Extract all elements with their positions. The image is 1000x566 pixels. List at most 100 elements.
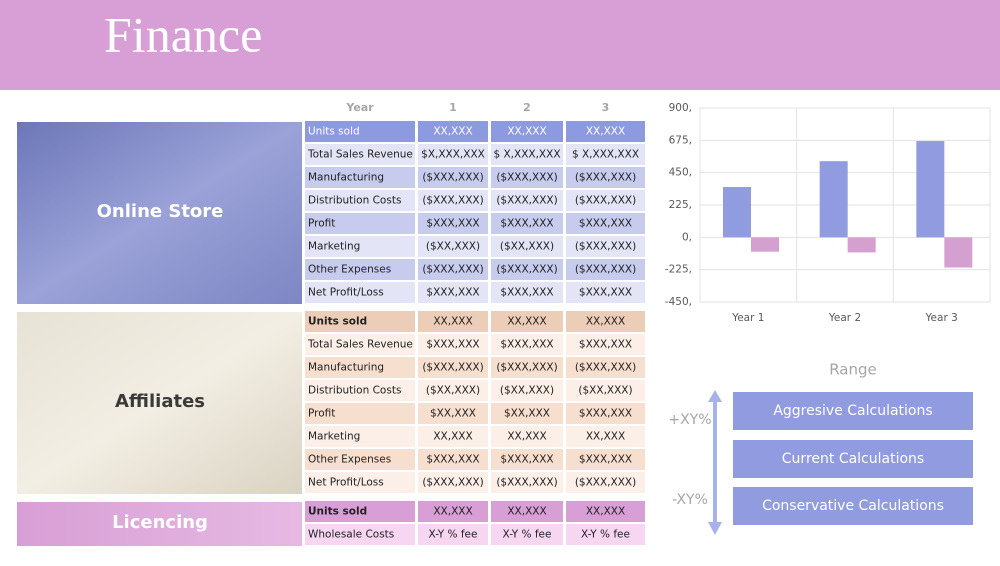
table-cell [491,259,563,280]
section-label: Licencing [112,512,208,533]
table-cell-text: X-Y % fee [581,529,630,541]
table-cell [566,311,645,332]
table-cell-text: ($XXX,XXX) [422,362,483,374]
range-up-label: +XY% [668,412,711,428]
table-cell-text: Wholesale Costs [308,529,394,541]
table-cell [305,144,415,165]
table-cell-text: Net Profit/Loss [308,477,384,489]
table-cell [566,380,645,401]
table-cell [566,259,645,280]
table-header-cell: Units sold [308,506,367,518]
table-cell-text: X-Y % fee [429,529,478,541]
table-cell-text: $XX,XXX [504,408,550,420]
table-cell-text: $XXX,XXX [579,218,632,230]
table-cell-text: $X,XXX,XXX [421,149,485,161]
table-header-cell: XX,XXX [507,316,546,328]
range-button [733,487,973,525]
table-cell-text: $XXX,XXX [579,339,632,351]
range-button-label: Aggresive Calculations [773,403,932,419]
table-cell-text: $XXX,XXX [579,408,632,420]
table-cell-text: ($XXX,XXX) [575,264,636,276]
bar [847,237,876,253]
table-cell [418,357,488,378]
table-cell [566,334,645,355]
y-tick-label: -450, [665,296,692,308]
table-cell-text: $XXX,XXX [579,454,632,466]
table-header-cell: XX,XXX [433,316,472,328]
table-header-cell: XX,XXX [586,126,625,138]
table-cell [491,501,563,522]
table-cell [491,144,563,165]
bar [819,161,848,238]
table-cell-text: $XXX,XXX [500,218,553,230]
section-image [17,122,302,304]
table-cell-text: $XXX,XXX [500,339,553,351]
table-cell-text: $XX,XXX [430,408,476,420]
table-header-cell: XX,XXX [433,126,472,138]
table-cell [566,236,645,257]
range-button [733,392,973,430]
table-header-cell: XX,XXX [586,316,625,328]
table-cell [418,449,488,470]
table-cell [305,403,415,424]
table-cell [305,311,415,332]
table-header-cell: Units sold [308,316,367,328]
bar [944,237,973,268]
table-cell-text: Net Profit/Loss [308,287,384,299]
table-cell [566,190,645,211]
bar [916,141,945,238]
table-cell [491,524,563,545]
title: Finance [104,6,262,62]
table-cell-text: $XXX,XXX [426,339,479,351]
table-cell-text: ($XX,XXX) [578,385,632,397]
table-cell-text: $XXX,XXX [426,218,479,230]
table-cell [305,282,415,303]
section-image [17,502,302,546]
table-cell-text: $XXX,XXX [426,287,479,299]
table-cell-text: $XXX,XXX [426,454,479,466]
table-cell [491,357,563,378]
table-cell-text: $XXX,XXX [579,287,632,299]
table-cell [305,501,415,522]
table-cell [491,380,563,401]
table-cell [418,403,488,424]
table-cell [566,426,645,447]
table-cell-text: Manufacturing [308,172,384,184]
table-cell-text: ($XXX,XXX) [422,195,483,207]
x-tick-label: Year 1 [731,312,764,324]
table-cell-text: Profit [308,408,335,420]
table-cell [305,524,415,545]
table-cell [418,190,488,211]
table-cell [491,311,563,332]
table-cell-text: Total Sales Revenue [307,339,413,351]
table-cell [566,121,645,142]
section-image [17,312,302,494]
table-cell-text: ($XXX,XXX) [496,477,557,489]
table-cell [491,213,563,234]
table-cell [305,449,415,470]
table-cell [491,167,563,188]
table-cell-text: Distribution Costs [308,385,401,397]
table-cell-text: ($XX,XXX) [426,241,480,253]
table-cell-text: ($XXX,XXX) [422,264,483,276]
table-cell [305,380,415,401]
table-cell-text: Distribution Costs [308,195,401,207]
range-button-label: Conservative Calculations [762,498,944,514]
table-cell [566,449,645,470]
table-cell [418,282,488,303]
table-cell [566,524,645,545]
range-button [733,440,973,478]
table-cell-text: Other Expenses [308,454,391,466]
table-cell [566,144,645,165]
range-down-label: -XY% [672,492,708,508]
section-label: Online Store [97,201,224,222]
y-tick-label: -225, [665,264,692,276]
table-cell-text: ($XXX,XXX) [496,362,557,374]
table-cell [491,282,563,303]
x-tick-label: Year 2 [828,312,861,324]
table-cell-text: $XXX,XXX [500,287,553,299]
table-cell [418,334,488,355]
table-cell [418,213,488,234]
section-label: Affiliates [115,391,205,412]
bar [723,187,751,238]
